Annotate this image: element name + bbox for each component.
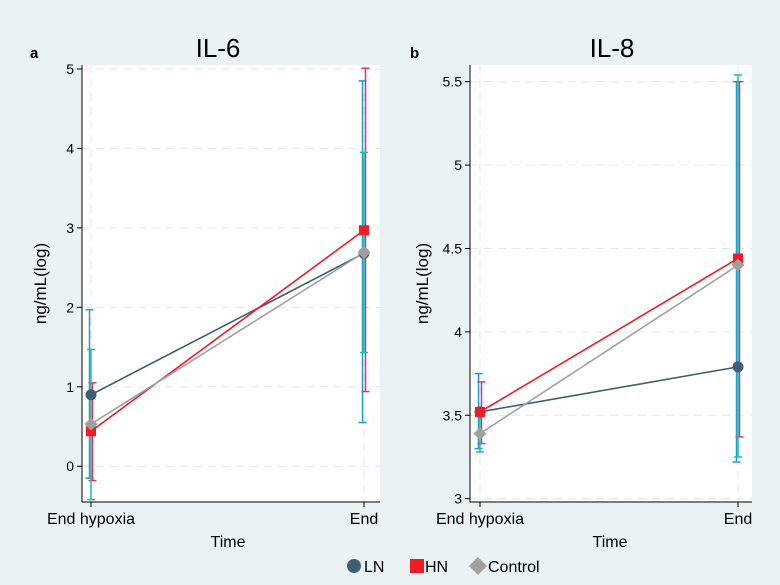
y-tick-label: 2: [66, 299, 74, 315]
data-point-ln: [732, 361, 744, 373]
y-tick-label: 4: [66, 140, 74, 156]
y-tick-label: 3.5: [443, 407, 463, 423]
x-axis-title: Time: [211, 534, 246, 551]
legend-label-control: Control: [488, 559, 540, 576]
data-point-hn: [86, 426, 96, 437]
series-line-control: [90, 251, 365, 425]
data-point-control: [84, 417, 98, 431]
data-point-hn: [733, 253, 743, 264]
legend: LN HN Control: [347, 557, 540, 576]
legend-marker-ln: [347, 559, 361, 573]
y-axis-title: ng/mL(log): [413, 243, 432, 324]
legend-marker-hn: [410, 559, 424, 573]
data-point-control: [731, 258, 745, 272]
y-tick-label: 0: [66, 458, 74, 474]
y-tick-label: 5: [66, 61, 74, 77]
x-tick-label: End hypoxia: [47, 511, 135, 528]
x-axis-title: Time: [593, 534, 628, 551]
legend-label-hn: HN: [425, 559, 448, 576]
x-tick-label: End: [724, 511, 752, 528]
panel-label: a: [30, 45, 39, 62]
plot-area: [82, 65, 380, 502]
x-tick-label: End: [350, 511, 378, 528]
y-axis-title: ng/mL(log): [31, 243, 50, 324]
y-tick-label: 4.5: [443, 240, 463, 256]
y-tick-label: 3: [66, 220, 74, 236]
panel-label: b: [410, 45, 419, 62]
series-line-ln: [479, 366, 739, 413]
data-point-ln: [85, 389, 97, 401]
panel-il6: 0 1 2 3 4 5 End hypoxia End IL-6 a Time ng/mL(log): [30, 33, 380, 551]
series-line-ln: [90, 252, 365, 396]
series-line-control: [479, 264, 739, 435]
legend-label-ln: LN: [364, 559, 384, 576]
panel-il8: 3 3.5 4 4.5 5 5.5 End hypoxia End IL-8 b Time ng/mL…: [410, 33, 752, 551]
chart-title: IL-6: [196, 33, 241, 63]
series-line-hn: [479, 257, 739, 413]
y-tick-label: 4: [454, 324, 462, 340]
data-point-control: [357, 246, 371, 260]
y-tick-label: 5.5: [443, 74, 463, 90]
data-point-hn: [475, 406, 485, 417]
y-tick-label: 5: [454, 157, 462, 173]
data-point-hn: [359, 225, 369, 236]
legend-marker-control: [469, 557, 487, 575]
x-tick-label: End hypoxia: [436, 511, 524, 528]
chart-title: IL-8: [590, 33, 635, 63]
plot-area: [470, 65, 752, 502]
y-tick-label: 1: [66, 379, 74, 395]
data-point-control: [473, 427, 487, 441]
series-line-hn: [90, 229, 365, 432]
y-tick-label: 3: [454, 491, 462, 507]
